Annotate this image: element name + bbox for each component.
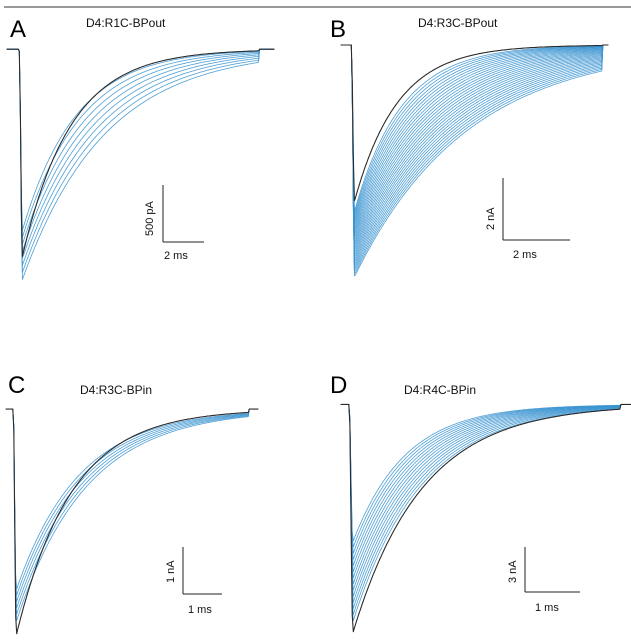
- sweep-trace: [340, 404, 631, 579]
- sweep-trace: [6, 48, 275, 259]
- scale-bar-x-label-c: 1 ms: [188, 604, 212, 616]
- panel-letter-c: C: [8, 372, 25, 399]
- control-trace: [340, 403, 631, 633]
- sweep-trace: [340, 404, 631, 572]
- sweep-trace: [340, 44, 609, 272]
- sweep-trace: [340, 44, 609, 257]
- sweep-trace: [6, 48, 275, 273]
- sweep-trace: [340, 44, 609, 262]
- traces-a: [6, 48, 275, 280]
- panel-c: C D4:R3C-BPin 1 nA 1 ms: [5, 372, 259, 635]
- scale-bar-d: 3 nA 1 ms: [507, 547, 580, 614]
- sweep-trace: [340, 44, 609, 236]
- control-trace: [5, 408, 259, 635]
- sweep-trace: [340, 44, 609, 231]
- control-trace: [6, 48, 275, 257]
- sweep-trace: [340, 44, 609, 274]
- traces-b: [340, 44, 609, 277]
- sweep-trace: [5, 408, 259, 621]
- panel-title-a: D4:R1C-BPout: [86, 16, 166, 30]
- sweep-trace: [340, 44, 609, 250]
- sweep-trace: [340, 44, 609, 240]
- scale-bar-b: 2 nA 2 ms: [485, 178, 570, 261]
- sweep-trace: [6, 48, 275, 231]
- sweep-trace: [340, 44, 609, 238]
- sweep-trace: [6, 48, 275, 252]
- sweep-trace: [340, 44, 609, 243]
- sweep-trace: [5, 408, 259, 615]
- panel-a: A D4:R1C-BPout 500 pA 2 ms: [6, 16, 275, 280]
- sweep-trace: [340, 44, 609, 265]
- sweep-trace: [6, 48, 275, 280]
- control-trace: [340, 44, 609, 202]
- traces-d: [340, 403, 631, 633]
- sweep-trace: [5, 408, 259, 602]
- sweep-trace: [340, 44, 609, 214]
- sweep-trace: [340, 44, 609, 277]
- sweep-trace: [6, 48, 275, 266]
- scale-bar-y-label-b: 2 nA: [485, 207, 497, 230]
- sweep-trace: [340, 44, 609, 226]
- sweep-trace: [340, 44, 609, 221]
- sweep-trace: [340, 404, 631, 615]
- sweep-trace: [340, 44, 609, 267]
- scale-bar-y-label-d: 3 nA: [507, 560, 519, 583]
- panel-d: D D4:R4C-BPin 3 nA 1 ms: [330, 372, 631, 633]
- scale-bar-y-label-a: 500 pA: [144, 200, 156, 236]
- panel-title-d: D4:R4C-BPin: [404, 383, 476, 397]
- sweep-trace: [340, 44, 609, 224]
- sweep-trace: [5, 408, 259, 596]
- sweep-trace: [340, 404, 631, 585]
- sweep-trace: [340, 404, 631, 609]
- panel-letter-b: B: [330, 16, 346, 43]
- scale-bar-x-label-d: 1 ms: [535, 602, 559, 614]
- sweep-trace: [340, 44, 609, 228]
- sweep-trace: [5, 408, 259, 590]
- panel-b: B D4:R3C-BPout 2 nA 2 ms: [330, 16, 609, 277]
- sweep-trace: [6, 48, 275, 238]
- sweep-trace: [340, 44, 609, 255]
- scale-bar-x-label-b: 2 ms: [513, 249, 537, 261]
- panel-letter-a: A: [10, 16, 26, 43]
- sweep-trace: [340, 44, 609, 269]
- sweep-trace: [340, 44, 609, 253]
- sweep-trace: [340, 44, 609, 248]
- sweep-trace: [340, 44, 609, 216]
- scale-bar-x-label-a: 2 ms: [164, 250, 188, 262]
- sweep-trace: [340, 404, 631, 591]
- sweep-trace: [5, 408, 259, 609]
- scale-bar-c: 1 nA 1 ms: [165, 547, 222, 616]
- sweep-trace: [340, 44, 609, 211]
- sweep-trace: [340, 44, 609, 219]
- traces-c: [5, 408, 259, 635]
- scale-bar-a: 500 pA 2 ms: [144, 185, 204, 262]
- sweep-trace: [340, 404, 631, 548]
- sweep-trace: [340, 404, 631, 603]
- panel-title-b: D4:R3C-BPout: [418, 16, 498, 30]
- panel-letter-d: D: [330, 372, 347, 399]
- sweep-trace: [340, 44, 609, 233]
- sweep-trace: [340, 44, 609, 245]
- sweep-trace: [340, 44, 609, 260]
- panel-title-c: D4:R3C-BPin: [80, 383, 152, 397]
- sweep-trace: [6, 48, 275, 245]
- scale-bar-y-label-c: 1 nA: [165, 560, 177, 583]
- sweep-trace: [340, 404, 631, 597]
